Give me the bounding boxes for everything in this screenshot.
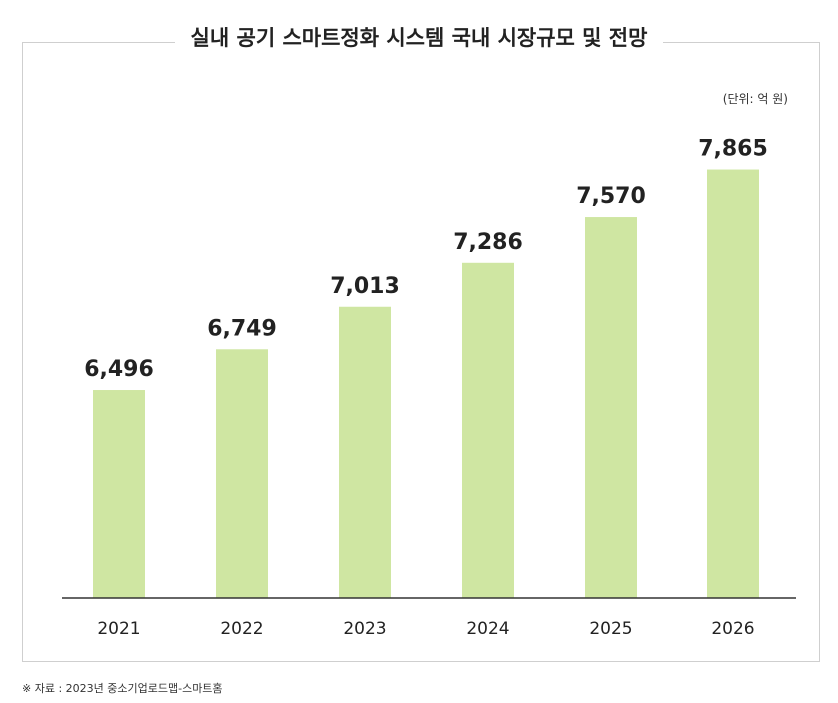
bar-2026 <box>707 169 759 598</box>
value-label-2026: 7,865 <box>698 137 768 162</box>
value-label-2024: 7,286 <box>453 230 523 255</box>
value-label-2021: 6,496 <box>84 357 154 382</box>
bar-2021 <box>93 390 145 598</box>
chart-title: 실내 공기 스마트정화 시스템 국내 시장규모 및 전망 <box>174 26 664 50</box>
x-tick-2024: 2024 <box>466 619 509 639</box>
value-label-2025: 7,570 <box>576 184 646 209</box>
x-tick-2022: 2022 <box>220 619 263 639</box>
unit-label: (단위: 억 원) <box>722 92 788 106</box>
value-label-2023: 7,013 <box>330 274 400 299</box>
x-tick-2025: 2025 <box>589 619 632 639</box>
bar-2023 <box>339 306 391 598</box>
x-tick-2023: 2023 <box>343 619 386 639</box>
bar-2025 <box>585 217 637 598</box>
bar-2022 <box>216 349 268 598</box>
source-note: ※ 자료 : 2023년 중소기업로드맵-스마트홈 <box>22 682 223 695</box>
chart-title-wrap: 실내 공기 스마트정화 시스템 국내 시장규모 및 전망 <box>0 22 838 52</box>
x-tick-2026: 2026 <box>711 619 754 639</box>
bar-2024 <box>462 262 514 598</box>
value-label-2022: 6,749 <box>207 316 277 341</box>
x-tick-2021: 2021 <box>97 619 140 639</box>
